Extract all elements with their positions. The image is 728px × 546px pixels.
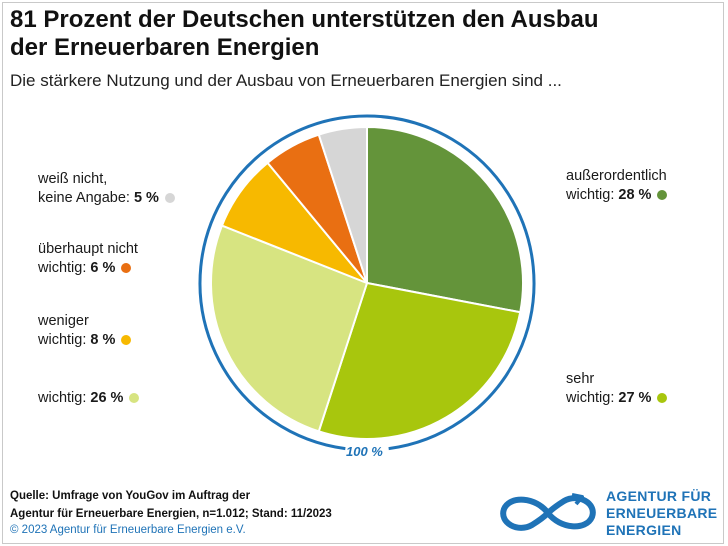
legend-pct: 28 %: [618, 187, 652, 203]
chart-subtitle: Die stärkere Nutzung und der Ausbau von …: [10, 71, 562, 90]
source-line-1: Quelle: Umfrage von YouGov im Auftrag de…: [10, 490, 251, 502]
legend-pct: 5 %: [133, 190, 159, 206]
legend-pct: 8 %: [90, 332, 116, 348]
pie-slice-1: [317, 281, 522, 440]
total-label: 100 %: [346, 444, 383, 459]
legend-label-line2: wichtig:: [38, 332, 87, 348]
legend-label-line1: weiß nicht,: [38, 171, 108, 187]
pie-slice-5: [317, 125, 368, 284]
logo-line-2: ERNEUERBARE: [606, 505, 718, 521]
legend-label-line2: wichtig:: [38, 390, 87, 406]
total-ring: [198, 114, 536, 451]
legend-item-weniger: weniger wichtig: 8 %: [38, 312, 132, 350]
legend-dot-icon: [129, 393, 140, 403]
legend-label-line2: wichtig:: [566, 390, 615, 406]
copyright: © 2023 Agentur für Erneuerbare Energien …: [10, 524, 246, 536]
legend-label-line1: sehr: [566, 371, 595, 387]
infinity-logo-icon: [500, 493, 596, 531]
legend-item-sehr: sehr wichtig: 27 %: [566, 370, 668, 408]
legend-label-line1: weniger: [38, 313, 89, 329]
legend-pct: 6 %: [90, 260, 116, 276]
legend-item-wichtig: wichtig: 26 %: [38, 389, 140, 408]
pie-slice-0: [366, 125, 524, 314]
legend-item-weiss-nicht: weiß nicht, keine Angabe: 5 %: [38, 170, 175, 208]
agency-logo-text: AGENTUR FÜR ERNEUERBARE ENERGIEN: [606, 488, 717, 539]
legend-label-line2: wichtig:: [38, 260, 87, 276]
legend-dot-icon: [164, 193, 175, 203]
pie-slice-2: [210, 224, 369, 433]
legend-dot-icon: [657, 393, 668, 403]
title-line-1: 81 Prozent der Deutschen unterstützen de…: [10, 6, 599, 33]
source-note: Quelle: Umfrage von YouGov im Auftrag de…: [10, 487, 332, 523]
title-line-2: der Erneuerbaren Energien: [10, 34, 320, 61]
legend-label-line2: keine Angabe:: [38, 190, 130, 206]
legend-dot-icon: [121, 335, 132, 345]
legend-pct: 27 %: [618, 390, 652, 406]
logo-line-3: ENERGIEN: [606, 522, 682, 538]
legend-item-ausserordentlich: außerordentlich wichtig: 28 %: [566, 167, 668, 205]
legend-item-ueberhaupt-nicht: überhaupt nicht wichtig: 6 %: [38, 240, 138, 278]
legend-label-line1: überhaupt nicht: [38, 241, 138, 257]
legend-dot-icon: [121, 263, 132, 273]
logo-line-1: AGENTUR FÜR: [606, 488, 712, 504]
legend-label-line1: außerordentlich: [566, 168, 667, 184]
legend-label-line2: wichtig:: [566, 187, 615, 203]
legend-pct: 26 %: [90, 390, 124, 406]
chart-title: 81 Prozent der Deutschen unterstützen de…: [10, 6, 710, 62]
source-line-2: Agentur für Erneuerbare Energien, n=1.01…: [10, 508, 332, 520]
legend-dot-icon: [657, 190, 668, 200]
